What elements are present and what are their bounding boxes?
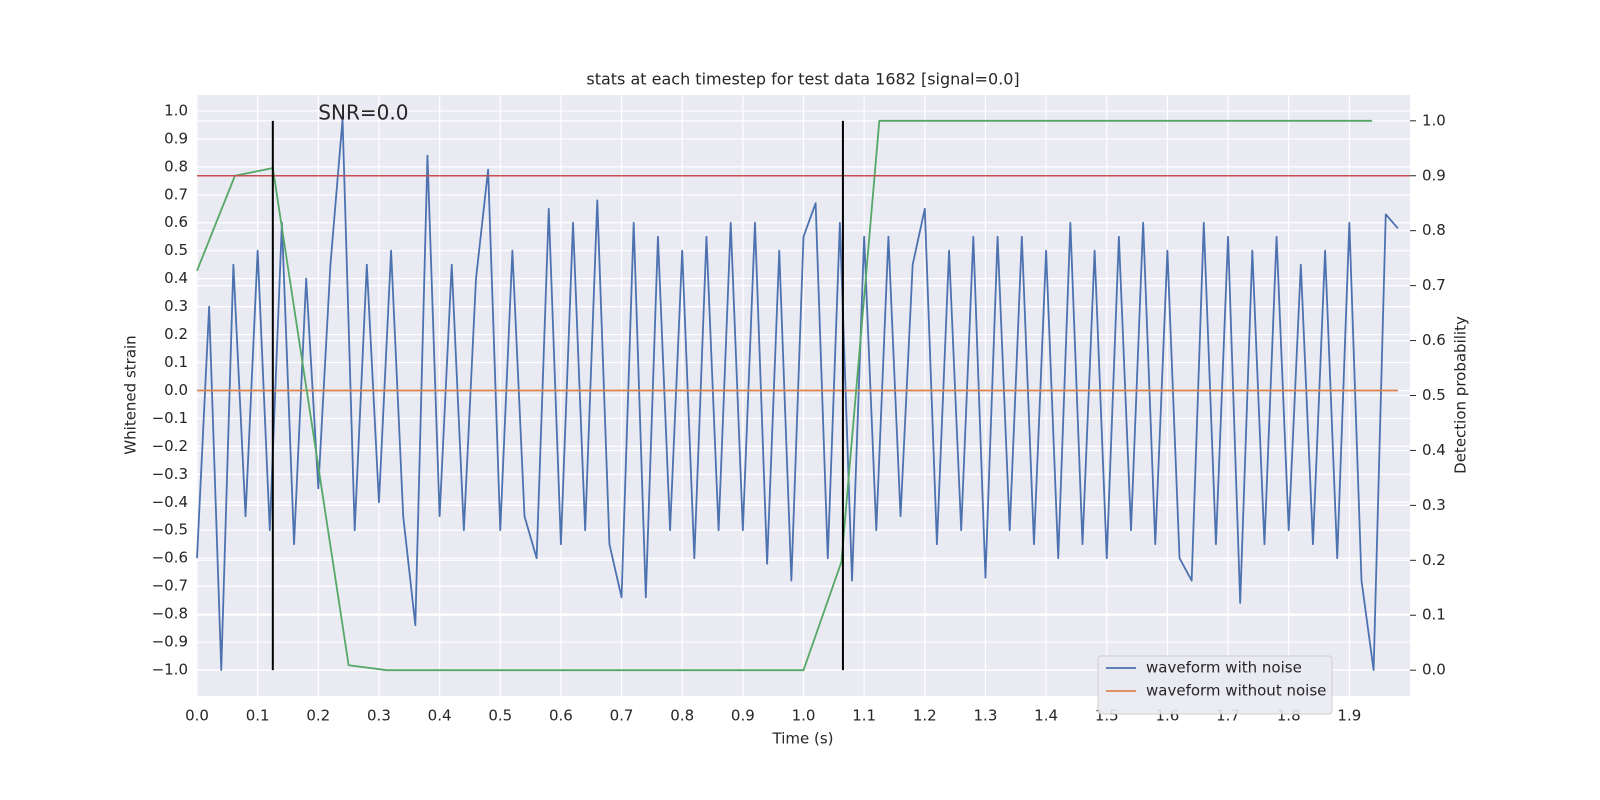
y2-tick-label: 0.4 (1422, 441, 1446, 459)
y-tick-label: −0.4 (152, 493, 188, 511)
y-tick-label: −0.3 (152, 465, 188, 483)
series-line (196, 119, 1373, 672)
x-axis-label: Time (s) (772, 730, 834, 748)
y-tick-label: 0.6 (164, 213, 188, 231)
x-tick-label: 1.3 (974, 707, 998, 725)
x-tick-label: 1.9 (1337, 707, 1361, 725)
legend-label: waveform with noise (1146, 659, 1302, 677)
y2-tick-label: 0.0 (1422, 661, 1446, 679)
y2-tick-label: 1.0 (1422, 111, 1446, 129)
y-tick-label: 0.5 (164, 241, 188, 259)
x-tick-label: 0.9 (731, 707, 755, 725)
x-tick-label: 1.2 (913, 707, 937, 725)
y-tick-label: −1.0 (152, 661, 188, 679)
y2-tick-label: 0.5 (1422, 386, 1446, 404)
x-tick-label: 0.2 (306, 707, 330, 725)
y-tick-label: −0.2 (152, 437, 188, 455)
y-tick-label: 0.3 (164, 297, 188, 315)
y-tick-label: 0.9 (164, 129, 188, 147)
x-tick-label: 0.3 (367, 707, 391, 725)
y-tick-label: −0.1 (152, 409, 188, 427)
y2-tick-label: 0.1 (1422, 606, 1446, 624)
y-tick-label: 0.4 (164, 269, 188, 287)
y2-tick-label: 0.8 (1422, 221, 1446, 239)
y-tick-label: −0.6 (152, 549, 188, 567)
y2-tick-label: 0.6 (1422, 331, 1446, 349)
x-tick-label: 0.6 (549, 707, 573, 725)
annotation: SNR=0.0 (318, 100, 408, 124)
x-tick-label: 1.1 (852, 707, 876, 725)
x-tick-label: 0.7 (610, 707, 634, 725)
y-tick-label: −0.5 (152, 521, 188, 539)
y-tick-label: −0.8 (152, 605, 188, 623)
legend (1097, 655, 1333, 715)
x-tick-label: 1.4 (1034, 707, 1058, 725)
x-tick-label: 0.1 (246, 707, 270, 725)
y-tick-label: 1.0 (164, 101, 188, 119)
y-tick-label: 0.8 (164, 157, 188, 175)
x-tick-label: 0.4 (428, 707, 452, 725)
series-line (196, 118, 1399, 671)
y2-tick-label: 0.9 (1422, 166, 1446, 184)
y2-tick-label: 0.7 (1422, 276, 1446, 294)
x-tick-label: 1.0 (792, 707, 816, 725)
y-tick-label: 0.0 (164, 381, 188, 399)
y-tick-label: 0.7 (164, 185, 188, 203)
y-tick-label: −0.7 (152, 577, 188, 595)
chart-title: stats at each timestep for test data 168… (586, 70, 1019, 89)
y-axis-label: Whitened strain (122, 335, 140, 454)
x-tick-label: 0.0 (185, 707, 209, 725)
y-tick-label: −0.9 (152, 633, 188, 651)
y2-tick-label: 0.2 (1422, 551, 1446, 569)
x-tick-label: 0.5 (488, 707, 512, 725)
x-tick-label: 0.8 (670, 707, 694, 725)
y-tick-label: 0.2 (164, 325, 188, 343)
y2-axis-label: Detection probability (1452, 316, 1470, 474)
y-tick-label: 0.1 (164, 353, 188, 371)
y2-tick-label: 0.3 (1422, 496, 1446, 514)
legend-label: waveform without noise (1146, 682, 1326, 700)
